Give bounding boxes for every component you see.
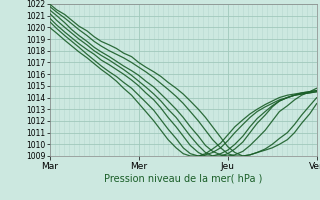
X-axis label: Pression niveau de la mer( hPa ): Pression niveau de la mer( hPa ): [104, 173, 262, 183]
